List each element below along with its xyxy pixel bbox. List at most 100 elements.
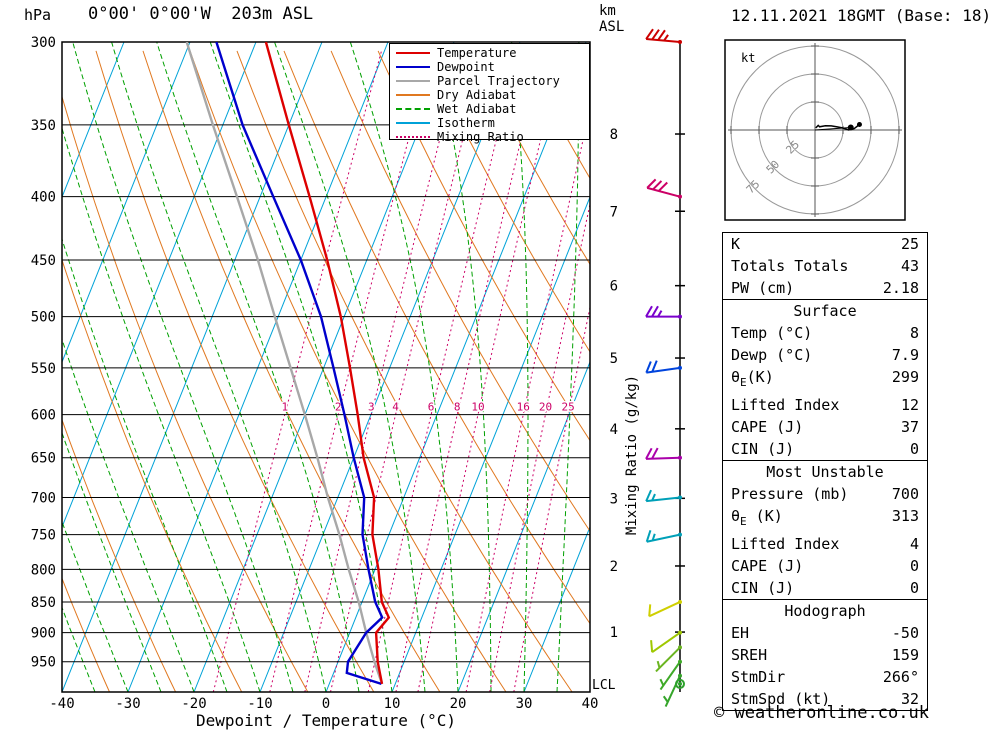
mixing-ratio-line <box>367 50 519 692</box>
row-value: 7.9 <box>891 346 919 364</box>
row-label: CAPE (J) <box>731 418 804 436</box>
dry-adiabat-line <box>62 418 177 692</box>
km-tick-label: 7 <box>610 204 618 220</box>
dry-adiabat-line <box>471 50 590 266</box>
isotherm-line <box>259 42 521 692</box>
isotherm-line <box>523 525 590 692</box>
mixing-ratio-line <box>395 50 543 692</box>
isotherm-line <box>62 42 125 199</box>
wind-barb <box>646 178 682 199</box>
legend-label: Wet Adiabat <box>437 102 517 116</box>
wind-barb <box>645 489 682 503</box>
wind-barb <box>675 678 685 689</box>
row-label: K <box>731 235 741 253</box>
legend: Temperature Dewpoint Parcel Trajectory D… <box>389 43 590 144</box>
temp-tick-label: 40 <box>582 696 599 712</box>
parcel-legend-swatch <box>396 80 430 82</box>
dry-adiabat-line <box>62 577 110 692</box>
plot-frame <box>61 41 591 693</box>
temperature-line <box>264 42 391 685</box>
wet-adiabat-line <box>156 42 360 692</box>
pressure-tick-label: 950 <box>31 655 56 671</box>
mixing-ratio-value-label: 10 <box>471 401 484 414</box>
legend-label: Dry Adiabat <box>437 88 517 102</box>
station-title: 0°00' 0°00'W 203m ASL <box>88 4 314 24</box>
row-value: 299 <box>891 368 919 386</box>
wet-adiabat-line <box>62 606 96 692</box>
pressure-tick-label: 700 <box>31 491 56 507</box>
surface-table: Surface Temp (°C) 8 Dewp (°C) 7.9 θE(K) 299… <box>722 299 928 461</box>
mixing-ratio-legend-swatch <box>396 136 430 138</box>
wind-barb <box>655 645 682 673</box>
table-row: StmSpd (kt) 32 <box>723 688 927 710</box>
table-row: Temp (°C) 8 <box>723 322 927 344</box>
pressure-tick-label: 800 <box>31 562 56 578</box>
row-value: 25 <box>900 235 919 253</box>
temp-tick-label: -30 <box>115 696 140 712</box>
row-label: SREH <box>731 646 768 664</box>
table-row: CAPE (J) 37 <box>723 416 927 438</box>
wind-barb <box>650 630 682 653</box>
table-row: θE(K) 299 <box>723 366 927 394</box>
pressure-tick-label: 350 <box>31 118 56 134</box>
wet-adiabat-line <box>432 42 492 692</box>
row-label: Totals Totals <box>731 257 849 275</box>
row-value: 313 <box>891 507 919 525</box>
row-label: θE (K) <box>731 507 783 528</box>
isotherm-line <box>127 42 389 692</box>
row-label: Temp (°C) <box>731 324 813 342</box>
row-value: 2.18 <box>882 279 919 297</box>
isotherm-line <box>391 195 590 692</box>
table-row: Dewp (°C) 7.9 <box>723 344 927 366</box>
table-row: Pressure (mb) 700 <box>723 483 927 505</box>
wet-adiabat-line <box>62 237 228 692</box>
legend-label: Dewpoint <box>437 60 495 74</box>
storm-motion-dot <box>847 124 854 131</box>
row-value: 0 <box>909 557 919 575</box>
row-label: StmSpd (kt) <box>731 690 831 708</box>
pressure-tick-label: 500 <box>31 310 56 326</box>
row-value: 266° <box>882 668 919 686</box>
table-row: PW (cm) 2.18 <box>723 277 927 299</box>
stats-panel: K 25 Totals Totals 43 PW (cm) 2.18 Surface … <box>722 232 928 711</box>
mixing-ratio-value-label: 8 <box>454 401 461 414</box>
temp-tick-label: 30 <box>516 696 533 712</box>
legend-label: Parcel Trajectory <box>437 74 560 88</box>
temp-tick-label: 0 <box>322 696 330 712</box>
dry-adiabat-line <box>189 50 507 692</box>
mixing-ratio-line <box>304 50 463 692</box>
legend-label: Mixing Ratio <box>437 130 524 144</box>
row-value: 37 <box>900 418 919 436</box>
wet-adiabat-line <box>62 520 129 692</box>
hodograph-unit-label: kt <box>741 51 755 65</box>
dry-adiabat-line <box>424 50 590 353</box>
dry-adiabat-line <box>236 50 573 692</box>
temp-tick-label: 20 <box>450 696 467 712</box>
pressure-tick-label: 750 <box>31 528 56 544</box>
parcel-trajectory-line <box>185 42 384 685</box>
altitude-axis-unit-asl: ASL <box>599 19 625 35</box>
row-label: θE(K) <box>731 368 774 389</box>
dry-adiabat-line <box>62 95 309 692</box>
dry-adiabat-line <box>95 50 375 692</box>
pressure-tick-label: 450 <box>31 253 56 269</box>
table-row: Lifted Index 12 <box>723 394 927 416</box>
wet-adiabat-line <box>349 42 459 692</box>
wind-barb <box>645 360 682 374</box>
wind-barb <box>659 659 682 691</box>
legend-item: Wet Adiabat <box>396 102 583 116</box>
row-label: PW (cm) <box>731 279 795 297</box>
row-value: 32 <box>900 690 919 708</box>
row-label: EH <box>731 624 750 642</box>
legend-item: Mixing Ratio <box>396 130 583 144</box>
table-row: CIN (J) 0 <box>723 438 927 460</box>
row-value: 700 <box>891 485 919 503</box>
row-value: 12 <box>900 396 919 414</box>
wet-adiabat-line <box>62 126 261 692</box>
wet-adiabat-line <box>72 42 294 692</box>
dry-adiabat-line <box>142 50 441 692</box>
lcl-label: LCL <box>592 678 616 693</box>
table-row: StmDir 266° <box>723 666 927 688</box>
row-label: Lifted Index <box>731 535 840 553</box>
